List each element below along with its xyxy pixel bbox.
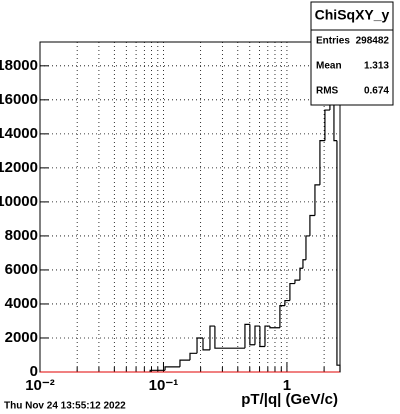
histogram-bin — [214, 326, 245, 349]
y-tick-label: 18000 — [0, 57, 38, 74]
y-tick-label: 10000 — [0, 193, 38, 210]
histogram-bin — [294, 279, 300, 284]
histogram-bin — [149, 369, 166, 372]
histogram-bin — [164, 366, 180, 371]
y-tick-label: 12000 — [0, 159, 38, 176]
stats-box: ChiSqXY_y Entries 298482 Mean 1.313 RMS … — [310, 1, 394, 106]
histogram-bin — [279, 305, 285, 328]
histogram-bin — [305, 235, 310, 260]
y-tick-label: 4000 — [5, 295, 38, 312]
histogram-bin — [269, 326, 280, 329]
histogram-bin — [259, 326, 265, 348]
x-tick-label: 1 — [283, 377, 291, 394]
histogram-bin — [264, 325, 270, 347]
y-tick-label: 2000 — [5, 329, 38, 346]
stats-key: Mean — [316, 61, 342, 72]
stats-key: Entries — [316, 36, 350, 47]
stats-value: 1.313 — [364, 61, 389, 72]
histogram-bin — [284, 299, 290, 306]
histogram-bin — [179, 359, 190, 367]
histogram-bin — [254, 325, 260, 345]
histogram-bin — [244, 323, 250, 349]
histogram-bin — [302, 259, 306, 269]
histogram-bin — [319, 140, 325, 185]
histogram-bin — [196, 337, 203, 354]
histogram-bin — [289, 282, 295, 301]
y-tick-label: 6000 — [5, 261, 38, 278]
histogram-bin — [189, 352, 198, 361]
timestamp: Thu Nov 24 13:55:12 2022 — [4, 401, 126, 412]
stats-value: 298482 — [356, 36, 390, 47]
x-tick-label: 10⁻² — [25, 377, 55, 394]
stats-key: RMS — [316, 86, 339, 97]
histogram-bin — [249, 324, 255, 346]
x-axis-label: pT/|q| (GeV/c) — [241, 391, 338, 408]
histogram-bin — [299, 267, 303, 281]
histogram-bin — [209, 325, 215, 350]
stats-title: ChiSqXY_y — [315, 7, 390, 23]
x-tick-label: 10⁻¹ — [149, 377, 179, 394]
y-tick-label: 14000 — [0, 125, 38, 142]
plot-frame — [39, 41, 341, 373]
histogram-bin — [336, 140, 341, 372]
y-tick-label: 8000 — [5, 227, 38, 244]
histogram-bin — [309, 214, 315, 236]
histogram-bin — [202, 337, 210, 351]
y-tick-label: 0 — [30, 363, 38, 380]
stats-value: 0.674 — [364, 86, 389, 97]
y-tick-label: 16000 — [0, 91, 38, 108]
stats-frame — [310, 1, 394, 106]
histogram-bin — [324, 109, 330, 141]
histogram-bin — [314, 184, 320, 216]
